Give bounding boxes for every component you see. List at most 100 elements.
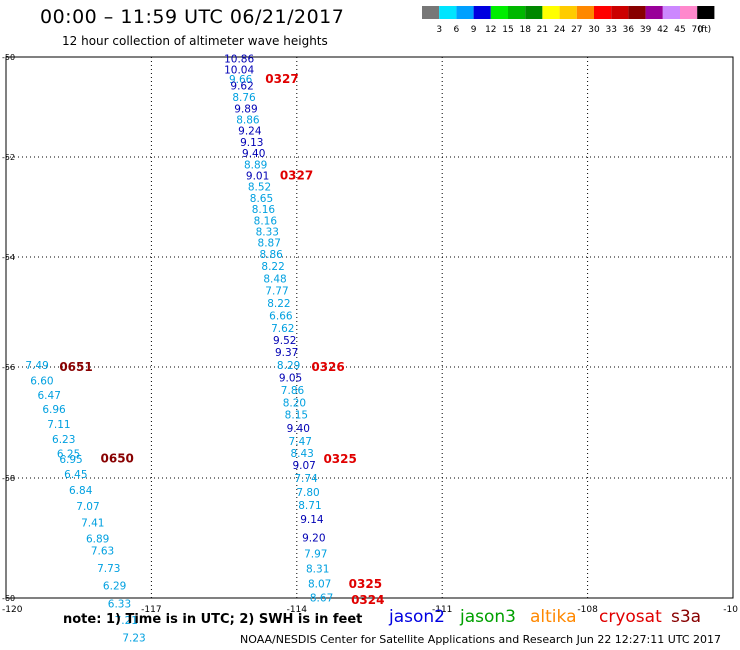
legend-item-jason2: jason2 <box>389 607 445 627</box>
colorbar-tick-label: 70 <box>691 25 703 35</box>
swh-value: 9.40 <box>287 423 310 435</box>
swh-value: 9.37 <box>275 347 298 359</box>
swh-value: 9.66 <box>229 74 253 86</box>
swh-value: 7.11 <box>47 419 70 431</box>
swh-value: 6.29 <box>103 580 126 592</box>
colorbar-tick-label: 6 <box>454 25 460 35</box>
colorbar-tick-label: 9 <box>471 25 477 35</box>
swh-value: 8.86 <box>259 249 283 261</box>
longitude-tick-label: -10 <box>723 605 738 615</box>
longitude-tick-label: -108 <box>577 605 598 615</box>
swh-value: 9.20 <box>302 532 325 544</box>
swh-value: 6.95 <box>59 454 82 466</box>
longitude-tick-label: -117 <box>141 605 161 615</box>
swh-value: 6.25 <box>57 449 80 461</box>
swh-value: 8.86 <box>236 115 260 127</box>
legend-item-jason3: jason3 <box>460 607 516 627</box>
swh-value: 6.60 <box>30 375 53 387</box>
swh-value: 7.21 <box>115 615 138 627</box>
swh-value: 7.86 <box>281 385 305 397</box>
swh-value: 6.23 <box>52 434 75 446</box>
time-label: 0325 <box>323 452 356 466</box>
swh-value: 6.33 <box>108 598 131 610</box>
swh-value: 7.97 <box>304 549 327 561</box>
swh-value: 8.67 <box>310 592 333 604</box>
swh-value: 8.48 <box>263 273 286 285</box>
swh-value: 6.47 <box>38 390 61 402</box>
colorbar-bin <box>456 6 474 19</box>
colorbar-tick-label: 18 <box>519 25 531 35</box>
swh-value: 6.45 <box>64 469 87 481</box>
swh-value: 8.52 <box>248 182 271 194</box>
swh-value: 8.31 <box>306 564 329 576</box>
colorbar-bin <box>576 6 594 19</box>
time-label: 0327 <box>280 169 313 183</box>
swh-value: 7.77 <box>265 286 288 298</box>
swh-value: 9.40 <box>242 148 265 160</box>
latitude-tick-label: -54 <box>2 253 15 262</box>
latitude-tick-label: -52 <box>2 153 15 162</box>
swh-value: 9.13 <box>240 137 263 149</box>
swh-value: 7.73 <box>97 563 120 575</box>
colorbar-bin <box>525 6 543 19</box>
swh-value: 9.62 <box>230 81 253 93</box>
swh-value: 8.89 <box>244 160 267 172</box>
colorbar-tick-label: 39 <box>640 25 652 35</box>
colorbar-tick-label: 30 <box>588 25 600 35</box>
swh-value: 9.24 <box>238 126 262 138</box>
swh-value: 8.07 <box>308 579 331 591</box>
credit-line: NOAA/NESDIS Center for Satellite Applica… <box>240 633 722 646</box>
swh-value: 9.89 <box>234 104 257 116</box>
colorbar-tick-label: 36 <box>623 25 635 35</box>
time-label: 0651 <box>59 360 92 374</box>
page-subtitle: 12 hour collection of altimeter wave hei… <box>62 34 328 48</box>
swh-value: 9.05 <box>279 373 302 385</box>
swh-value: 6.96 <box>42 404 66 416</box>
legend-item-cryosat: cryosat <box>599 607 662 627</box>
colorbar-bin <box>611 6 629 19</box>
colorbar-tick-label: 42 <box>657 25 668 35</box>
swh-value: 8.43 <box>290 448 313 460</box>
swh-value: 9.07 <box>292 460 315 472</box>
footer-note: note: 1) Time is in UTC; 2) SWH is in fe… <box>63 612 363 627</box>
colorbar-bin <box>490 6 508 19</box>
swh-value: 10.86 <box>224 54 254 66</box>
swh-value: 6.84 <box>69 485 93 497</box>
swh-value: 8.20 <box>283 398 306 410</box>
colorbar-bin <box>628 6 646 19</box>
swh-value: 7.07 <box>76 501 99 513</box>
swh-value: 8.71 <box>298 500 321 512</box>
swh-value: 6.66 <box>269 310 293 322</box>
latitude-tick-label: -56 <box>2 363 15 372</box>
map-frame <box>5 56 734 599</box>
swh-value: 8.22 <box>267 298 290 310</box>
time-label: 0324 <box>351 593 384 607</box>
swh-value: 8.33 <box>256 227 279 239</box>
swh-value: 8.16 <box>254 216 278 228</box>
colorbar-tick-label: 12 <box>485 25 496 35</box>
swh-value: 9.52 <box>273 335 296 347</box>
latitude-tick-label: -58 <box>2 474 15 483</box>
time-label: 0325 <box>349 577 382 591</box>
swh-value: 8.87 <box>258 238 281 250</box>
colorbar-tick-label: 27 <box>571 25 582 35</box>
longitude-tick-label: -120 <box>2 605 23 615</box>
swh-value: 6.89 <box>86 534 109 546</box>
colorbar-bin <box>508 6 526 19</box>
swh-value: 7.62 <box>271 323 294 335</box>
swh-value: 9.14 <box>300 514 324 526</box>
legend-item-s3a: s3a <box>671 607 702 627</box>
swh-value: 7.41 <box>81 517 104 529</box>
colorbar-tick-label: 3 <box>436 25 442 35</box>
colorbar-bin <box>697 6 715 19</box>
swh-value: 7.23 <box>122 633 145 645</box>
legend-item-altika: altika <box>530 607 577 627</box>
colorbar-unit-label: (ft) <box>698 25 712 35</box>
color-scale-legend: 3 6 9 12 15 18 21 24 27 30 33 36 39 42 45 70(ft) <box>422 6 715 35</box>
swh-value: 7.74 <box>294 473 318 485</box>
swh-value: 8.29 <box>277 360 300 372</box>
colorbar-bin <box>645 6 663 19</box>
colorbar-tick-label: 21 <box>537 25 548 35</box>
colorbar-bin <box>662 6 680 19</box>
colorbar-bin <box>422 6 440 19</box>
